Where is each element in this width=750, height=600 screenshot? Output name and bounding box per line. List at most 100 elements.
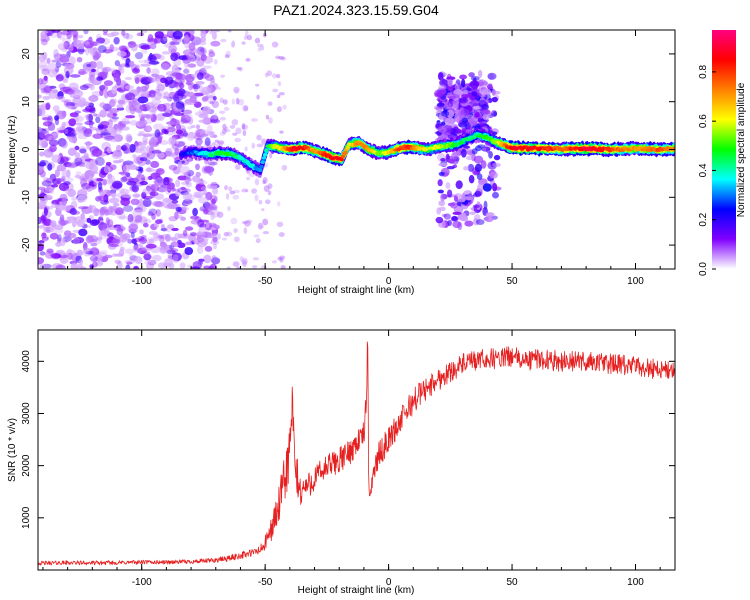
noise-blob [243,35,249,40]
noise-blob [87,225,92,229]
noise-blob [154,31,164,39]
noise-blob [119,234,128,243]
noise-blob [137,96,149,104]
noise-blob [135,86,143,95]
noise-blob [52,89,58,94]
spectrogram-x-tick-label: -100 [132,276,152,287]
noise-blob [198,119,208,123]
noise-blob [251,264,258,269]
noise-blob [251,188,258,194]
noise-blob [125,264,131,269]
snr-series-line [38,341,675,566]
noise-blob [276,221,284,228]
noise-blob [196,233,205,243]
noise-blob [235,127,242,135]
noise-blob [160,224,165,229]
noise-blob [145,167,156,173]
noise-blob [208,49,214,54]
noise-blob [180,186,186,191]
noise-blob [122,142,131,151]
noise-blob [140,44,152,50]
noise-blob [80,178,88,187]
noise-blob [190,124,196,129]
noise-blob [208,161,218,166]
noise-blob [148,138,157,146]
broadband-blob [489,171,498,179]
noise-blob [103,165,111,174]
noise-blob [208,51,216,58]
noise-blob [103,134,114,141]
broadband-blob [438,200,446,207]
noise-blob [68,82,79,92]
noise-blob [200,54,207,62]
noise-blob [89,159,99,166]
noise-blob [78,163,86,168]
broadband-blob [468,72,475,78]
noise-blob [86,38,94,44]
noise-blob [112,112,118,117]
noise-blob [203,265,211,269]
noise-blob [160,36,168,45]
noise-blob [231,98,235,105]
noise-blob [93,181,98,186]
noise-blob [281,164,288,171]
noise-blob [190,83,197,90]
noise-blob [99,249,108,255]
noise-blob [71,197,78,201]
noise-blob [74,145,80,151]
broadband-blob [470,99,480,107]
noise-blob [68,232,77,239]
noise-blob [38,139,47,146]
noise-blob [220,38,227,43]
noise-blob [56,177,62,185]
noise-blob [99,191,105,197]
ridge-segment [230,152,236,156]
noise-blob [162,95,169,99]
noise-blob [134,256,143,265]
noise-blob [148,231,158,236]
noise-blob [217,86,222,91]
noise-blob [61,170,71,178]
noise-blob [91,238,102,245]
noise-blob [61,237,66,247]
noise-blob [192,83,201,90]
noise-blob [168,136,177,144]
broadband-blob [482,183,492,192]
noise-blob [174,232,181,240]
noise-blob [280,265,286,269]
broadband-blob [443,213,451,220]
noise-blob [227,30,232,33]
noise-blob [226,231,233,237]
colorbar-gradient [712,30,736,269]
noise-blob [65,177,74,182]
noise-blob [76,219,85,228]
noise-blob [38,108,46,117]
noise-blob [127,238,133,244]
noise-blob [231,119,239,126]
noise-blob [120,66,125,75]
noise-blob [255,238,261,244]
noise-blob [160,227,168,232]
noise-blob [126,180,137,186]
noise-blob [221,237,227,241]
noise-blob [245,189,249,193]
noise-blob [109,234,120,244]
noise-blob [192,207,198,217]
noise-blob [39,251,46,256]
noise-blob [195,138,203,146]
noise-blob [41,232,47,239]
noise-blob [167,224,175,229]
noise-blob [55,96,66,100]
colorbar-tick-label: 0.2 [698,212,709,226]
noise-blob [144,159,151,165]
noise-blob [42,121,52,127]
noise-blob [47,163,53,171]
broadband-blob [446,109,455,118]
noise-blob [151,213,156,220]
broadband-blob [477,183,485,191]
noise-blob [51,154,61,163]
noise-blob [183,59,189,68]
noise-blob [111,180,123,189]
noise-blob [223,106,230,112]
noise-blob [132,244,139,252]
